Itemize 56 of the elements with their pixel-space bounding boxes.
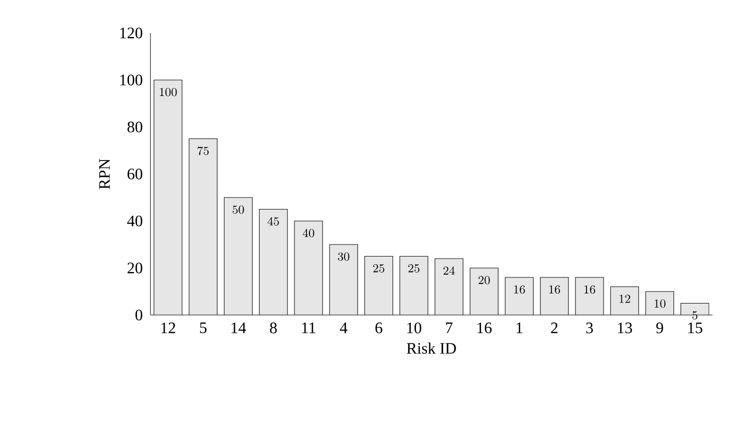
bar	[470, 268, 498, 315]
data-label: 25	[408, 264, 420, 273]
x-tick-label: 10	[407, 322, 422, 334]
bar	[505, 277, 534, 315]
x-tick-label: 14	[232, 322, 246, 334]
bar	[364, 256, 393, 315]
x-tick-label: 13	[618, 322, 632, 334]
x-tick-label: 8	[270, 322, 277, 334]
x-tick-label: 5	[200, 322, 207, 334]
x-tick-label: 12	[161, 322, 176, 334]
bar	[400, 256, 428, 315]
x-tick-label: 4	[340, 322, 348, 334]
data-label: 24	[443, 266, 455, 275]
x-axis-title: Risk ID	[406, 342, 456, 354]
y-axis-title: RPN	[99, 158, 110, 190]
y-tick-label: 100	[120, 74, 142, 86]
data-label: 20	[478, 276, 490, 284]
data-label: 40	[302, 228, 314, 238]
x-tick-label: 15	[688, 322, 702, 334]
y-tick-label: 20	[128, 262, 142, 274]
bar	[434, 258, 464, 315]
bar	[540, 277, 568, 315]
data-label: 10	[654, 300, 666, 308]
bar	[610, 286, 639, 315]
y-tick-label: 0	[135, 310, 142, 320]
data-label: 5	[692, 311, 698, 320]
x-tick-label: 11	[302, 322, 316, 334]
bar	[259, 209, 288, 315]
data-label: 12	[620, 294, 630, 303]
x-tick-label: 1	[516, 322, 522, 334]
data-label: 16	[549, 285, 560, 294]
bar	[154, 80, 182, 315]
y-tick-label: 120	[120, 28, 142, 38]
data-label: 45	[268, 217, 279, 226]
bar	[646, 291, 674, 315]
data-label: 100	[160, 88, 177, 96]
bar	[224, 197, 252, 315]
y-tick-label: 60	[128, 168, 142, 180]
x-tick-label: 6	[375, 322, 382, 334]
x-tick-label: 9	[656, 322, 664, 334]
data-label: 30	[338, 252, 350, 261]
y-tick-label: 40	[127, 216, 142, 226]
data-label: 25	[373, 264, 384, 273]
x-tick-label: 3	[586, 322, 593, 334]
y-tick-label: 80	[127, 122, 142, 132]
data-label: 16	[514, 285, 525, 294]
bar	[294, 220, 323, 315]
bar	[189, 138, 218, 315]
x-tick-label: 7	[446, 322, 453, 334]
x-tick-label: 16	[478, 322, 492, 334]
data-label: 50	[232, 206, 244, 214]
x-tick-label: 2	[551, 322, 558, 334]
data-label: 16	[584, 285, 596, 294]
bar	[330, 244, 358, 315]
data-label: 75	[198, 146, 209, 156]
bar	[575, 277, 604, 315]
